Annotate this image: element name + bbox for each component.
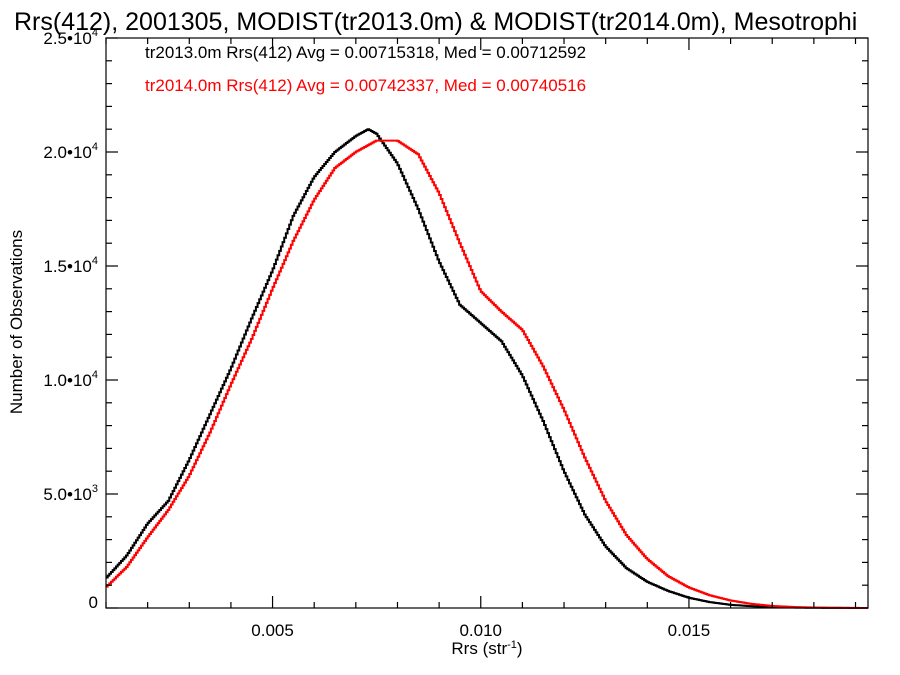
x-axis-label-exponent: -1 bbox=[507, 639, 517, 651]
y-tick-label: 5.0•103 bbox=[43, 483, 98, 504]
x-tick-label: 0.010 bbox=[459, 621, 502, 640]
chart-title: Rrs(412), 2001305, MODIST(tr2013.0m) & M… bbox=[14, 8, 857, 36]
x-axis-label: Rrs (str-1) bbox=[451, 639, 522, 658]
y-tick-label: 2.0•104 bbox=[43, 141, 98, 162]
annotation-tr2014: tr2014.0m Rrs(412) Avg = 0.00742337, Med… bbox=[145, 76, 586, 95]
y-tick-label: 1.0•104 bbox=[43, 369, 98, 390]
y-tick-label: 2.5•104 bbox=[43, 27, 98, 48]
annotation-tr2013: tr2013.0m Rrs(412) Avg = 0.00715318, Med… bbox=[145, 43, 586, 62]
x-tick-label: 0.005 bbox=[251, 621, 294, 640]
y-tick-label: 1.5•104 bbox=[43, 255, 98, 276]
y-tick-label: 0 bbox=[89, 593, 98, 612]
y-axis-label: Number of Observations bbox=[7, 230, 26, 414]
x-tick-label: 0.015 bbox=[668, 621, 711, 640]
series-layer bbox=[106, 128, 869, 609]
series-line-1 bbox=[106, 139, 869, 609]
x-axis-label-base: Rrs (str bbox=[451, 639, 507, 658]
x-axis-label-close: ) bbox=[517, 639, 523, 658]
plot-frame bbox=[105, 37, 869, 609]
tick-layer: 0.005 0.010 0.015 0 5.0•103 1.0•104 1.5•104 2.0… bbox=[43, 27, 868, 640]
series-line-0 bbox=[106, 128, 869, 609]
